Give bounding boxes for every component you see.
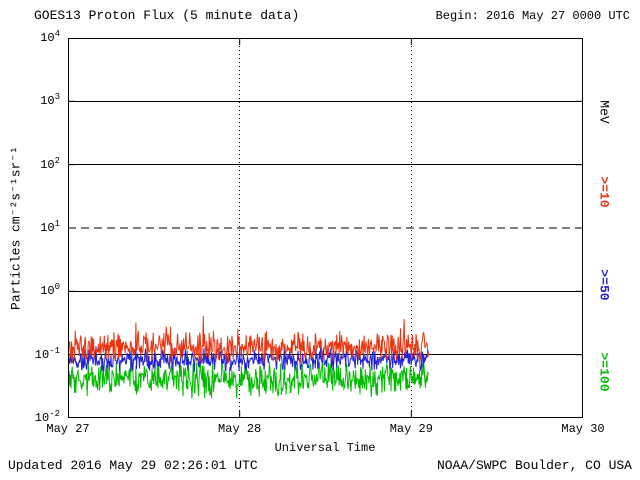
y-tick-label: 100 <box>40 282 60 299</box>
x-axis-tick-labels: May 27 May 28 May 29 May 30 <box>46 422 604 438</box>
chart-title: GOES13 Proton Flux (5 minute data) <box>34 8 300 23</box>
y-tick-label: 101 <box>40 219 60 236</box>
footer-updated: Updated 2016 May 29 02:26:01 UTC <box>8 458 258 473</box>
y-axis-tick-labels: 104 103 102 101 100 10-1 10-2 <box>0 30 64 426</box>
legend-unit-label: MeV <box>596 100 612 124</box>
footer-source: NOAA/SWPC Boulder, CO USA <box>436 458 632 473</box>
legend-entry-ge50: >=50 <box>596 269 612 301</box>
x-tick-label: May 30 <box>561 422 605 436</box>
y-tick-label: 10-1 <box>34 345 60 362</box>
begin-label: Begin: 2016 May 27 0000 UTC <box>435 9 630 23</box>
x-tick-label: May 29 <box>389 422 433 436</box>
y-tick-label: 102 <box>40 155 60 172</box>
x-tick-label: May 28 <box>218 422 262 436</box>
plot-area <box>68 38 583 418</box>
y-tick-label: 104 <box>40 29 60 46</box>
proton-flux-chart-svg <box>68 38 583 418</box>
y-tick-label: 103 <box>40 92 60 109</box>
legend-entry-ge10: >=10 <box>596 176 612 208</box>
legend-entry-ge100: >=100 <box>596 352 612 392</box>
x-tick-label: May 27 <box>46 422 90 436</box>
y-tick-label: 10-2 <box>34 409 60 426</box>
x-axis-title: Universal Time <box>274 441 376 455</box>
